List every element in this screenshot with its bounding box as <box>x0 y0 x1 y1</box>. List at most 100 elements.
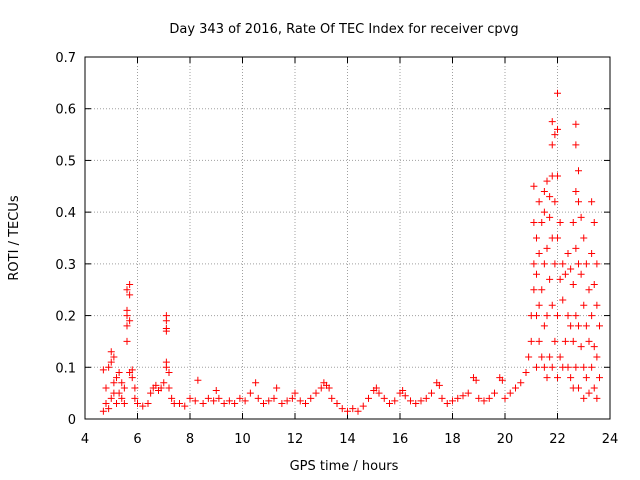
data-point <box>115 389 123 397</box>
y-tick-label: 0 <box>68 413 76 428</box>
data-point <box>540 260 548 268</box>
data-point <box>548 141 556 149</box>
data-point <box>428 389 435 397</box>
x-axis-label: GPS time / hours <box>290 459 399 474</box>
data-point <box>165 384 173 392</box>
data-point <box>577 213 585 221</box>
data-point <box>407 397 414 405</box>
x-tick-label: 24 <box>602 432 619 447</box>
data-point <box>344 407 351 415</box>
data-point <box>338 405 346 413</box>
data-point <box>527 337 535 345</box>
data-point <box>585 286 593 294</box>
data-point <box>588 312 596 320</box>
data-point <box>236 394 244 402</box>
data-point <box>417 397 425 405</box>
data-point <box>538 286 546 294</box>
data-point <box>559 296 567 304</box>
data-point <box>554 312 561 320</box>
data-point <box>575 260 582 268</box>
data-point <box>554 234 561 242</box>
data-point <box>126 291 134 299</box>
data-point <box>590 343 598 351</box>
data-point <box>231 399 239 407</box>
data-point <box>107 348 115 356</box>
data-point <box>485 394 493 402</box>
data-point <box>438 394 446 402</box>
data-point <box>593 260 601 268</box>
data-point <box>302 399 309 407</box>
data-point <box>569 281 577 289</box>
data-point <box>540 208 548 216</box>
data-point <box>273 384 281 392</box>
data-point <box>99 366 107 374</box>
y-tick-label: 0.6 <box>55 103 76 118</box>
data-point <box>443 399 451 407</box>
x-tick-label: 4 <box>81 432 89 447</box>
data-point <box>102 399 110 407</box>
data-point <box>588 198 596 206</box>
data-point <box>506 389 514 397</box>
data-point <box>551 260 559 268</box>
data-point <box>126 317 134 325</box>
data-point <box>354 407 362 415</box>
data-point <box>113 374 120 382</box>
data-point <box>118 379 126 387</box>
y-tick-label: 0.4 <box>55 206 76 221</box>
data-point <box>123 286 131 294</box>
data-point <box>522 368 530 376</box>
data-point <box>147 389 155 397</box>
data-point <box>204 394 212 402</box>
data-point <box>139 402 147 410</box>
data-point <box>546 275 554 283</box>
data-point <box>533 312 540 320</box>
data-point <box>128 366 136 374</box>
data-point <box>561 270 569 278</box>
data-point <box>575 322 582 330</box>
data-point <box>593 353 601 361</box>
data-point <box>246 389 254 397</box>
data-point <box>590 281 598 289</box>
data-point <box>152 381 160 389</box>
data-point <box>386 399 393 407</box>
data-point <box>349 405 357 413</box>
data-point <box>564 250 572 258</box>
data-point <box>567 374 575 382</box>
data-point <box>543 374 551 382</box>
x-tick-label: 20 <box>497 432 514 447</box>
data-point <box>391 397 399 405</box>
data-point <box>186 394 194 402</box>
data-point <box>110 379 118 387</box>
data-point <box>288 394 296 402</box>
data-point <box>582 374 590 382</box>
data-point <box>546 213 554 221</box>
data-point <box>375 389 383 397</box>
data-point <box>540 187 548 195</box>
data-point <box>559 260 567 268</box>
data-point <box>278 399 286 407</box>
data-point <box>554 374 561 382</box>
data-point <box>181 402 189 410</box>
y-axis-label: ROTI / TECUs <box>7 195 22 280</box>
data-point <box>317 384 325 392</box>
data-point <box>582 322 590 330</box>
data-point <box>491 389 498 397</box>
data-point <box>538 218 546 226</box>
data-point <box>435 381 443 389</box>
data-point <box>567 265 575 273</box>
data-point <box>325 384 333 392</box>
data-point <box>501 394 509 402</box>
data-point <box>554 89 561 97</box>
data-point <box>134 399 141 407</box>
data-point <box>162 358 170 366</box>
x-tick-label: 12 <box>287 432 304 447</box>
data-point <box>551 337 559 345</box>
data-point <box>530 182 538 190</box>
data-point <box>551 131 559 139</box>
data-point <box>225 397 233 405</box>
y-tick-label: 0.5 <box>55 154 76 169</box>
data-point <box>128 374 136 382</box>
data-point <box>120 384 128 392</box>
data-point <box>556 353 564 361</box>
data-point <box>254 394 262 402</box>
